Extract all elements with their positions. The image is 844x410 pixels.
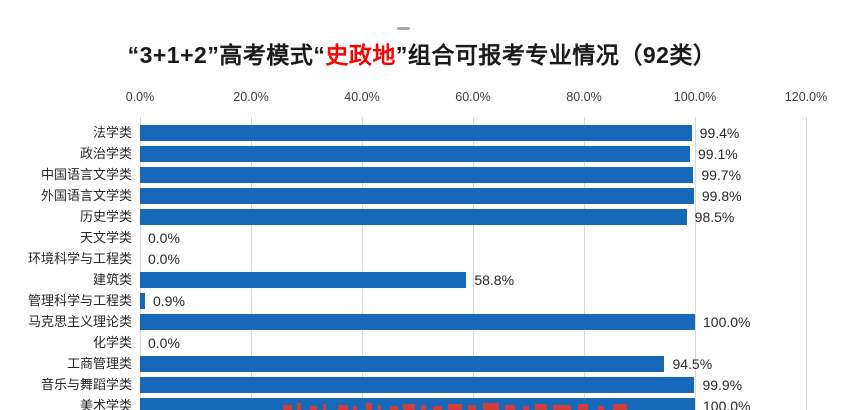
- category-label: 法学类: [92, 125, 132, 140]
- watermark-mark: [353, 406, 357, 410]
- value-label: 100.0%: [703, 398, 751, 410]
- bar: [140, 209, 687, 225]
- watermark-mark: [390, 406, 398, 410]
- category-label: 外国语言文学类: [40, 188, 132, 203]
- watermark-mark: [448, 404, 462, 410]
- watermark-mark: [366, 403, 372, 410]
- category-label: 建筑类: [92, 272, 132, 287]
- category-label: 历史学类: [79, 209, 132, 224]
- watermark-mark: [505, 405, 515, 410]
- x-axis-tick-label: 40.0%: [344, 90, 380, 104]
- value-label: 99.7%: [701, 167, 742, 183]
- gridline: [140, 117, 141, 410]
- watermark-mark: [578, 404, 588, 410]
- bar: [140, 167, 694, 183]
- chart-title-highlight: 史政地: [325, 42, 396, 68]
- category-label: 环境科学与工程类: [27, 251, 132, 266]
- gridline: [473, 117, 474, 410]
- x-axis-tick-label: 80.0%: [566, 90, 602, 104]
- watermark-mark: [535, 404, 547, 410]
- watermark-mark: [283, 405, 292, 410]
- value-label: 100.0%: [703, 314, 751, 330]
- watermark-mark: [468, 405, 476, 410]
- value-label: 0.9%: [152, 293, 185, 309]
- gridline: [695, 117, 696, 410]
- chart-title: “3+1+2”高考模式“史政地”组合可报考专业情况（92类）: [0, 40, 844, 70]
- watermark-mark: [297, 403, 301, 410]
- value-label: 0.0%: [148, 251, 180, 267]
- watermark-mark: [323, 404, 326, 410]
- x-axis-tick-label: 120.0%: [784, 90, 828, 104]
- x-axis-tick-label: 100.0%: [673, 90, 717, 104]
- category-label: 化学类: [92, 335, 132, 350]
- value-label: 99.8%: [701, 188, 742, 204]
- bar: [140, 293, 145, 309]
- category-label: 马克思主义理论类: [27, 314, 132, 329]
- watermark-mark: [433, 406, 442, 410]
- value-label: 58.8%: [474, 272, 515, 288]
- bar: [140, 188, 694, 204]
- bar: [140, 377, 695, 393]
- watermark-mark: [378, 405, 381, 410]
- value-label: 94.5%: [672, 356, 713, 372]
- gridline: [806, 117, 807, 410]
- bar: [140, 146, 690, 162]
- watermark-fragment: [283, 402, 643, 410]
- value-label: 98.5%: [694, 209, 735, 225]
- gridline: [584, 117, 585, 410]
- category-label: 管理科学与工程类: [27, 293, 132, 308]
- gridline: [251, 117, 252, 410]
- watermark-mark: [598, 406, 604, 410]
- watermark-mark: [338, 405, 348, 410]
- chart-title-prefix: “3+1+2”高考模式“: [127, 42, 326, 68]
- watermark-mark: [523, 406, 529, 410]
- category-label: 中国语言文学类: [40, 167, 132, 182]
- x-axis-tick-label: 60.0%: [455, 90, 491, 104]
- category-label: 政治学类: [79, 146, 132, 161]
- bar: [140, 314, 695, 330]
- watermark-mark: [310, 406, 317, 410]
- x-axis-tick-label: 0.0%: [125, 90, 155, 104]
- x-axis-tick-label: 20.0%: [233, 90, 269, 104]
- value-label: 99.9%: [702, 377, 743, 393]
- watermark-mark: [421, 405, 426, 410]
- category-label: 天文学类: [79, 230, 132, 245]
- category-label: 音乐与舞蹈学类: [40, 377, 132, 392]
- gridline: [362, 117, 363, 410]
- window-drag-handle-icon: [397, 27, 410, 30]
- bar: [140, 356, 665, 372]
- category-label: 工商管理类: [66, 356, 132, 371]
- value-label: 0.0%: [148, 230, 180, 246]
- category-label: 美术学类: [79, 398, 132, 410]
- value-label: 99.4%: [699, 125, 740, 141]
- watermark-mark: [483, 403, 499, 410]
- chart-title-suffix: ”组合可报考专业情况（92类）: [395, 42, 717, 68]
- watermark-mark: [553, 405, 571, 410]
- bar: [140, 272, 467, 288]
- bar: [140, 125, 692, 141]
- value-label: 99.1%: [698, 146, 738, 162]
- watermark-mark: [613, 404, 627, 410]
- watermark-mark: [403, 404, 415, 410]
- value-label: 0.0%: [148, 335, 180, 351]
